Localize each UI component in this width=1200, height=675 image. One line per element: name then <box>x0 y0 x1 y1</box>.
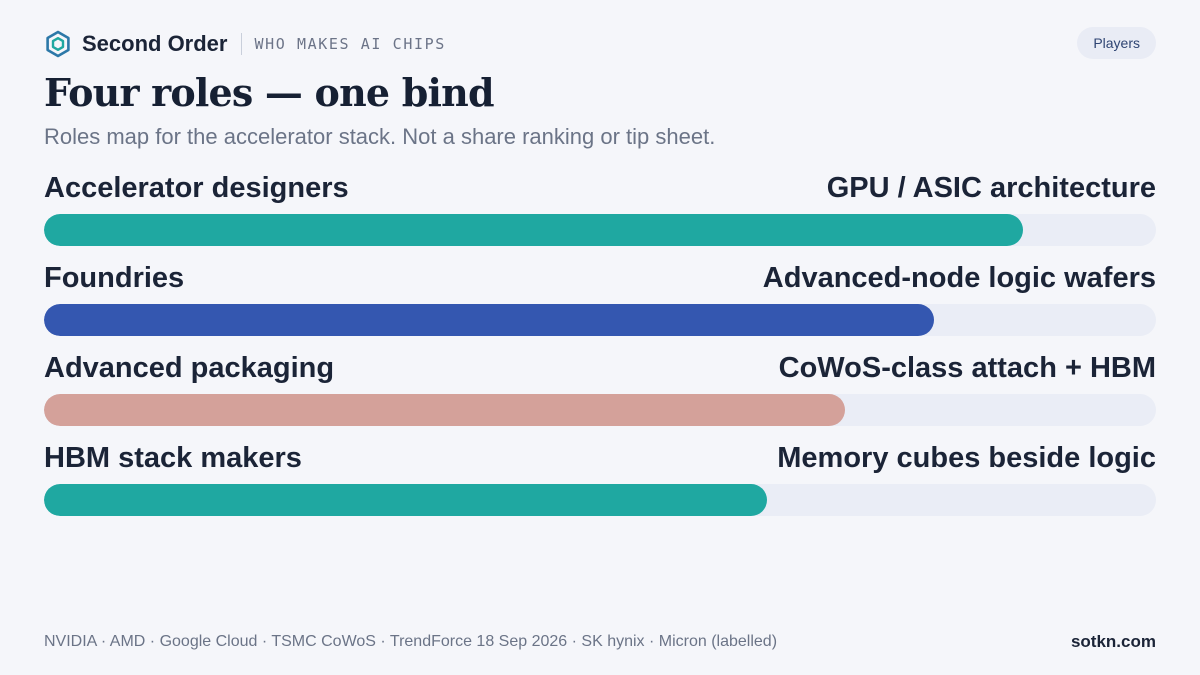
role-row-advanced-packaging: Advanced packaging CoWoS-class attach + … <box>44 350 1156 440</box>
roles-list: Accelerator designers GPU / ASIC archite… <box>44 170 1156 530</box>
role-label: Accelerator designers <box>44 172 349 204</box>
role-row-foundries: Foundries Advanced-node logic wafers <box>44 260 1156 350</box>
footer: NVIDIA · AMD · Google Cloud · TSMC CoWoS… <box>44 632 1156 652</box>
role-description: Memory cubes beside logic <box>777 442 1156 474</box>
role-description: Advanced-node logic wafers <box>762 262 1156 294</box>
role-bar-fill <box>44 214 1023 246</box>
site-link[interactable]: sotkn.com <box>1070 632 1156 651</box>
header-divider <box>241 33 243 55</box>
header: Second Order WHO MAKES AI CHIPS Players <box>44 27 1156 60</box>
hexagon-logo-icon <box>46 30 70 58</box>
section-kicker: WHO MAKES AI CHIPS <box>254 35 446 53</box>
role-label: HBM stack makers <box>44 442 302 474</box>
role-bar-fill <box>44 394 845 426</box>
players-tag[interactable]: Players <box>1077 27 1156 59</box>
role-row-accelerator-designers: Accelerator designers GPU / ASIC archite… <box>44 170 1156 260</box>
role-description: CoWoS-class attach + HBM <box>778 352 1156 384</box>
role-description: GPU / ASIC architecture <box>826 172 1156 204</box>
role-bar-track <box>44 214 1156 246</box>
page-subtitle: Roles map for the accelerator stack. Not… <box>44 124 716 149</box>
brand-name: Second Order <box>82 31 228 56</box>
role-label: Advanced packaging <box>44 352 335 384</box>
source-list: NVIDIA · AMD · Google Cloud · TSMC CoWoS… <box>44 633 778 650</box>
role-bar-track <box>44 394 1156 426</box>
role-bar-fill <box>44 304 934 336</box>
role-row-hbm-stack-makers: HBM stack makers Memory cubes beside log… <box>44 440 1156 530</box>
role-bar-fill <box>44 484 767 516</box>
role-bar-track <box>44 304 1156 336</box>
role-bar-track <box>44 484 1156 516</box>
page-title: Four roles — one bind <box>44 70 495 115</box>
role-label: Foundries <box>44 262 185 294</box>
